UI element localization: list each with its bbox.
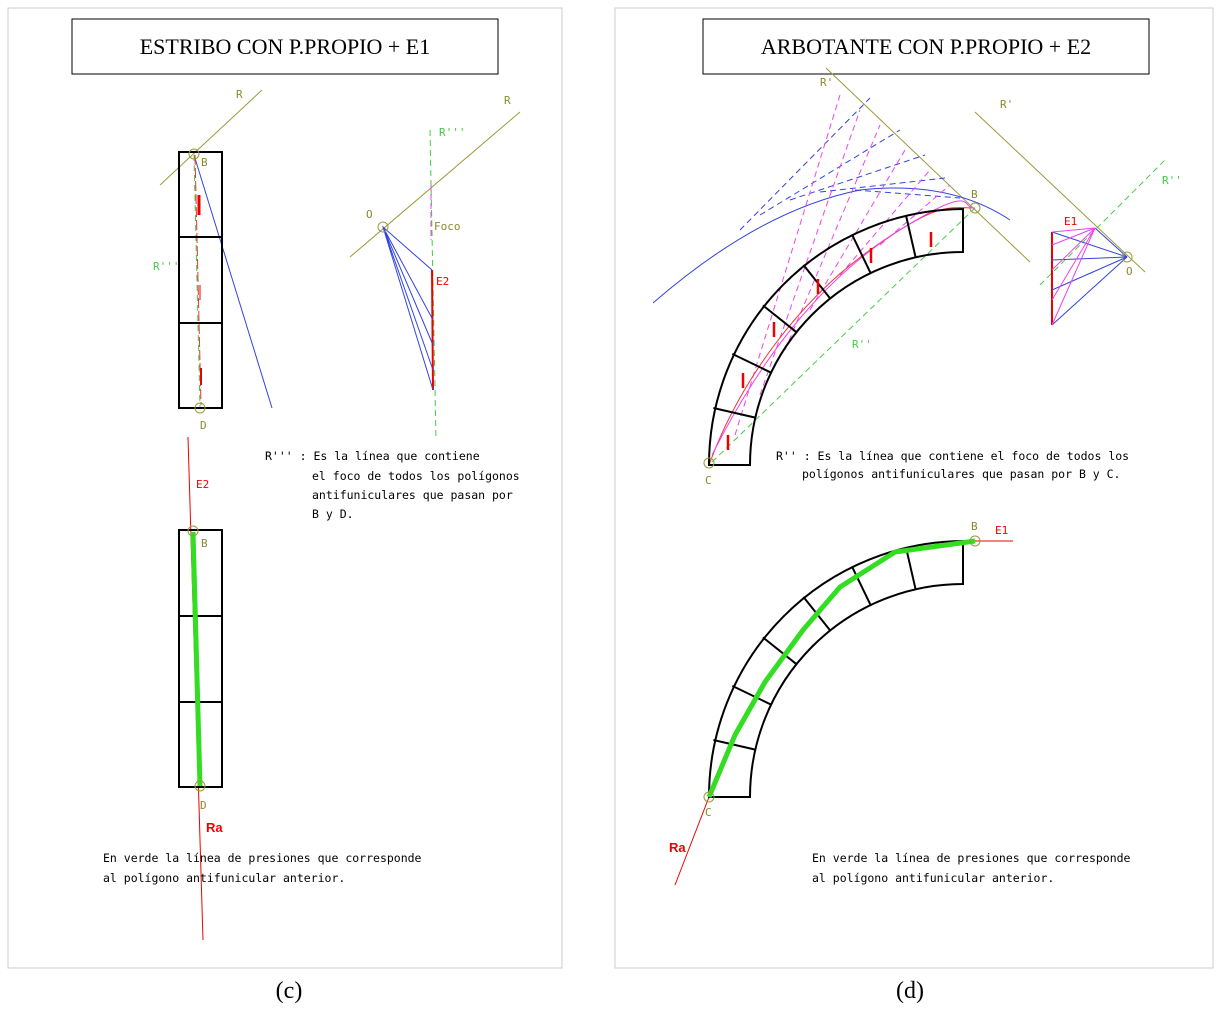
note-line: En verde la línea de presiones que corre… xyxy=(812,851,1131,865)
note-line: al polígono antifunicular anterior. xyxy=(812,871,1054,885)
label: E2 xyxy=(436,275,449,288)
caption: (d) xyxy=(896,978,924,1004)
label: R'' xyxy=(852,338,872,351)
label: R''' xyxy=(153,260,180,273)
label: R' xyxy=(1000,98,1013,111)
label: B xyxy=(201,156,208,169)
label: R'' xyxy=(1162,174,1182,187)
label: R xyxy=(504,94,511,107)
label: C xyxy=(705,474,712,487)
label: C xyxy=(705,806,712,819)
label: D xyxy=(200,799,207,812)
note-line: R'' : Es la línea que contiene el foco d… xyxy=(776,449,1129,463)
note-line: polígonos antifuniculares que pasan por … xyxy=(802,467,1121,481)
page: ESTRIBO CON P.PROPIO + E1 R R R''' B O F… xyxy=(0,0,1218,1020)
note-line: B y D. xyxy=(312,507,354,521)
label: O xyxy=(366,208,373,221)
caption: (c) xyxy=(276,978,303,1004)
label: B xyxy=(971,188,978,201)
label: E2 xyxy=(196,478,209,491)
label: D xyxy=(200,419,207,432)
note-line: al polígono antifunicular anterior. xyxy=(103,871,345,885)
label: Ra xyxy=(206,820,223,835)
note-line: antifuniculares que pasan por xyxy=(312,488,513,502)
label: R xyxy=(236,88,243,101)
note-line: R''' : Es la línea que contiene xyxy=(265,449,480,463)
label: E1 xyxy=(995,524,1008,537)
label: R' xyxy=(820,76,833,89)
panel-title: ARBOTANTE CON P.PROPIO + E2 xyxy=(761,34,1091,59)
label: B xyxy=(971,520,978,533)
note-line: el foco de todos los polígonos xyxy=(312,469,520,483)
note-line: En verde la línea de presiones que corre… xyxy=(103,851,422,865)
label: Ra xyxy=(669,840,686,855)
label: O xyxy=(1126,265,1133,278)
label: R''' xyxy=(439,126,466,139)
label: Foco xyxy=(434,220,461,233)
label: E1 xyxy=(1064,215,1077,228)
label: B xyxy=(201,537,208,550)
panel-title: ESTRIBO CON P.PROPIO + E1 xyxy=(140,34,431,59)
